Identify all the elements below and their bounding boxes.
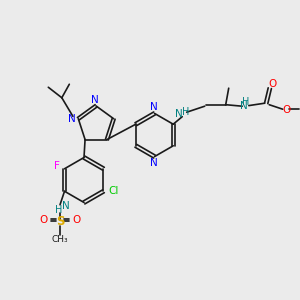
Text: O: O — [40, 215, 48, 225]
Text: N: N — [150, 102, 158, 112]
Text: O: O — [268, 79, 276, 89]
Text: N: N — [175, 109, 183, 119]
Text: N: N — [61, 201, 69, 211]
Text: N: N — [91, 95, 98, 105]
Text: O: O — [72, 215, 80, 225]
Text: F: F — [54, 161, 60, 171]
Text: Cl: Cl — [108, 186, 118, 196]
Text: S: S — [56, 215, 64, 228]
Text: N: N — [240, 101, 248, 111]
Text: O: O — [282, 105, 290, 115]
Text: H: H — [55, 205, 62, 215]
Text: H: H — [242, 97, 250, 107]
Text: CH₃: CH₃ — [52, 235, 68, 244]
Text: H: H — [182, 107, 189, 117]
Text: N: N — [150, 158, 158, 168]
Text: N: N — [68, 114, 76, 124]
